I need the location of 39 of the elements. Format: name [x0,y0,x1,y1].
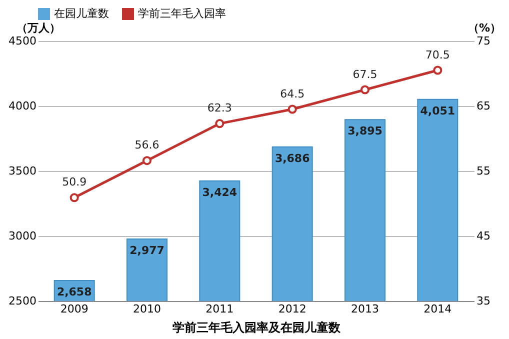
x-tick-label: 2013 [351,302,379,316]
data-label: 4,051 [420,104,456,118]
x-tick-label: 2011 [206,302,234,316]
y-tick-label: 3000 [8,230,36,242]
data-label: 64.5 [280,87,305,100]
x-tick-label: 2014 [424,302,452,316]
point [142,156,152,166]
y-tick-label: 2500 [8,294,36,308]
data-label: 67.5 [352,68,378,81]
point [288,104,297,114]
x-axis-title: 学前三年毛入园率及在园儿童数 [172,320,342,334]
y-axis-title: （万人） [16,22,60,34]
data-label: 56.6 [134,138,160,152]
y2-axis-title: （%） [468,22,502,34]
y2-tick-label: 75 [476,34,490,48]
data-label: 2,977 [130,244,164,257]
legend-label: 学前三年毛入园率 [138,7,226,20]
data-label: 2,658 [56,285,92,298]
y2-tick-label: 45 [476,230,490,242]
data-label: 3,686 [274,152,310,165]
x-tick-label: 2012 [278,302,306,316]
point [360,85,370,94]
y2-tick-label: 55 [476,164,490,178]
legend-label: 在园儿童数 [54,7,109,20]
y2-tick-label: 35 [476,294,490,308]
y-tick-label: 4500 [8,34,36,48]
x-tick-label: 2010 [133,302,161,316]
y2-tick-label: 65 [476,100,490,112]
data-label: 3,895 [348,124,382,138]
data-label: 62.3 [207,102,232,115]
data-label: 70.5 [425,48,450,62]
point [433,66,442,75]
data-label: 3,424 [202,186,238,199]
y-tick-label: 4000 [8,100,36,112]
point [215,119,224,128]
x-tick-label: 2009 [60,302,88,316]
point [70,193,79,202]
y-tick-label: 3500 [8,164,36,178]
data-label: 50.9 [62,176,87,189]
